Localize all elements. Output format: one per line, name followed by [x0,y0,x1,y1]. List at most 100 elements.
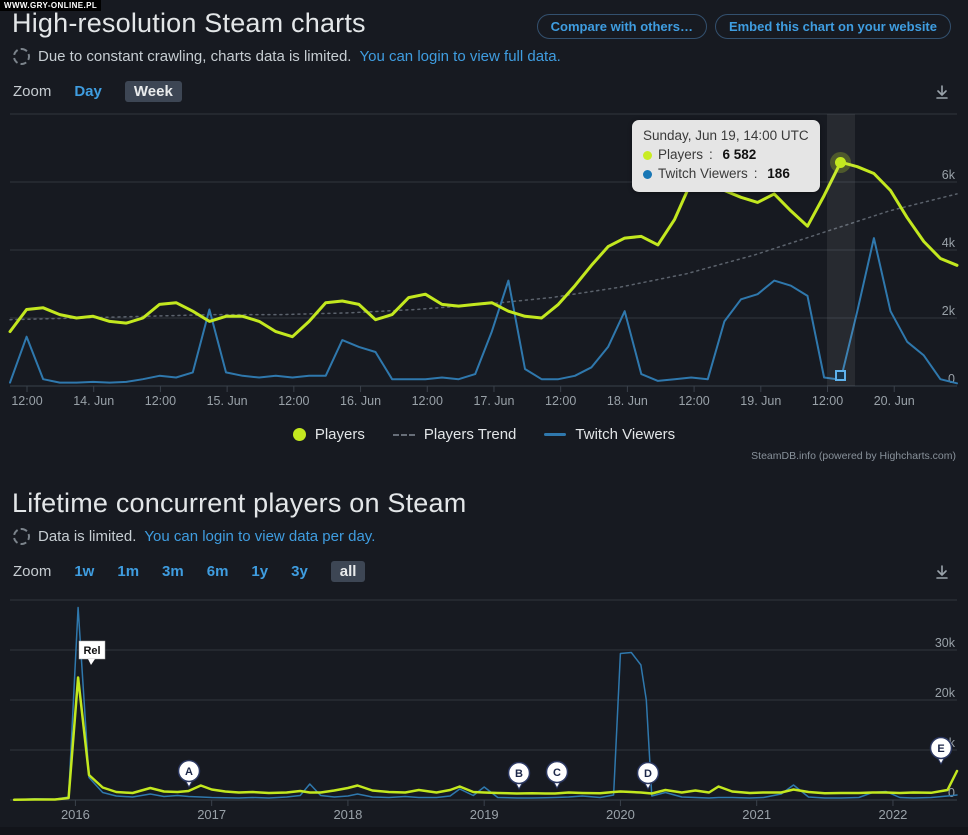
axis-label: 12:00 [145,394,176,408]
axis-label: 17. Jun [473,394,514,408]
axis-label: 2017 [197,807,226,822]
axis-label: 12:00 [11,394,42,408]
axis-label: 0 [948,786,955,800]
axis-label: C [553,767,561,779]
annotation-pin-A[interactable] [177,759,201,783]
lifetime-chart[interactable]: 2016201720182019202020212022010k20k30kRe… [0,585,968,835]
lifetime-login-link[interactable]: You can login to view data per day. [144,528,376,545]
legend-twitch-label: Twitch Viewers [575,426,676,443]
axis-label: 6k [942,168,956,182]
lifetime-zoom-1m[interactable]: 1m [117,563,140,580]
axis-label: 2022 [878,807,907,822]
loading-spinner-icon [13,528,30,545]
annotation-pin-C[interactable] [545,760,569,784]
header-buttons: Compare with others… Embed this chart on… [536,14,951,39]
legend-item-players-trend[interactable]: Players Trend [392,426,517,443]
hires-zoom-day[interactable]: Day [74,83,102,100]
axis-label: 18. Jun [607,394,648,408]
lifetime-zoom-3m[interactable]: 3m [162,563,184,580]
players-legend-dot-icon [292,428,306,441]
twitch-dot-icon [643,169,652,179]
twitch-hover-marker [835,370,846,381]
hires-zoom-week-selected[interactable]: Week [124,81,182,102]
y-gridlines [10,599,957,801]
lifetime-zoom-1y[interactable]: 1y [251,563,269,580]
axis-label: 16. Jun [340,394,381,408]
axis-label: 2018 [333,807,362,822]
lifetime-notice-text: Data is limited. [38,528,137,545]
hires-title: High-resolution Steam charts [12,8,366,38]
annotation-pin-E[interactable] [929,736,953,760]
hires-download-icon[interactable] [933,83,951,101]
axis-label: 2019 [470,807,499,822]
annotation-pin-D[interactable] [636,761,660,785]
tooltip-players-name: Players [658,146,704,162]
lifetime-data-notice: Data is limited. You can login to view d… [13,528,375,545]
lifetime-zoom-row: Zoom 1w 1m 3m 6m 1y 3y all [13,561,366,582]
lifetime-zoom-3y[interactable]: 3y [291,563,308,580]
hires-data-notice: Due to constant crawling, charts data is… [13,48,561,65]
axis-label: 2020 [606,807,635,822]
x-axis: 2016 2017 2018 2019 2020 2021 2022 [61,800,907,822]
legend-players-label: Players [314,426,365,443]
hires-notice-text: Due to constant crawling, charts data is… [38,48,352,65]
bottom-strip [0,827,968,835]
lifetime-zoom-6m[interactable]: 6m [206,563,229,580]
lifetime-zoom-all-selected[interactable]: all [330,561,366,582]
tooltip-players-row: Players: 6 582 [643,146,809,165]
axis-label: 2021 [742,807,771,822]
axis-label: 2k [942,304,956,318]
axis-label: Rel [83,645,100,657]
axis-label: 4k [942,236,956,250]
compare-with-others-button[interactable]: Compare with others… [536,14,707,39]
lifetime-zoom-1w[interactable]: 1w [74,563,95,580]
series [8,160,959,385]
trend-legend-dash-icon [392,433,415,436]
y-axis-labels: 010k20k30k [935,636,956,800]
tooltip-twitch-name: Twitch Viewers [658,165,748,181]
axis-label: E [937,743,944,755]
axis-label: 12:00 [678,394,709,408]
axis-label: 14. Jun [73,394,114,408]
series [12,606,959,802]
tooltip-players-value: 6 582 [722,146,757,162]
axis-label: 12:00 [412,394,443,408]
twitch-viewers-line [13,606,958,801]
axis-label: 20. Jun [874,394,915,408]
annotation-pin-B[interactable] [507,761,531,785]
axis-label: D [644,768,652,780]
axis-label: 2016 [61,807,90,822]
annotation-box-pointer [88,659,95,665]
hover-crosshair-band [827,114,855,386]
legend-trend-label: Players Trend [423,426,517,443]
players-line [12,676,959,802]
axis-label: 12:00 [545,394,576,408]
tooltip-twitch-value: 186 [767,165,790,181]
axis-label: 30k [935,636,956,650]
legend-item-twitch-viewers[interactable]: Twitch Viewers [544,426,675,443]
site-watermark: WWW.GRY-ONLINE.PL [0,0,102,11]
hires-login-link[interactable]: You can login to view full data. [359,48,561,65]
legend-item-players[interactable]: Players [292,426,365,443]
axis-label: 15. Jun [207,394,248,408]
players-hover-marker [835,157,846,168]
axis-label: 20k [935,686,956,700]
tooltip-twitch-row: Twitch Viewers: 186 [643,165,809,184]
embed-chart-button[interactable]: Embed this chart on your website [714,14,951,39]
lifetime-zoom-label: Zoom [13,563,52,580]
loading-spinner-icon [13,48,30,65]
players-dot-icon [643,150,652,160]
tooltip-title: Sunday, Jun 19, 14:00 UTC [643,128,809,143]
axis-label: 19. Jun [740,394,781,408]
axis-label: 12:00 [812,394,843,408]
hires-chart[interactable]: 12:00 14. Jun 12:00 15. Jun 12:00 16. Jun 12:0… [0,105,968,415]
hires-zoom-label: Zoom [13,83,52,100]
y-gridlines [10,113,957,387]
annotations: Rel A B C D E [78,640,953,791]
players-line [8,160,959,339]
y-axis-labels: 0 2k 4k 6k [942,168,956,386]
twitch-legend-line-icon [544,433,567,436]
lifetime-download-icon[interactable] [933,563,951,581]
chart-credits[interactable]: SteamDB.info (powered by Highcharts.com) [751,450,956,462]
